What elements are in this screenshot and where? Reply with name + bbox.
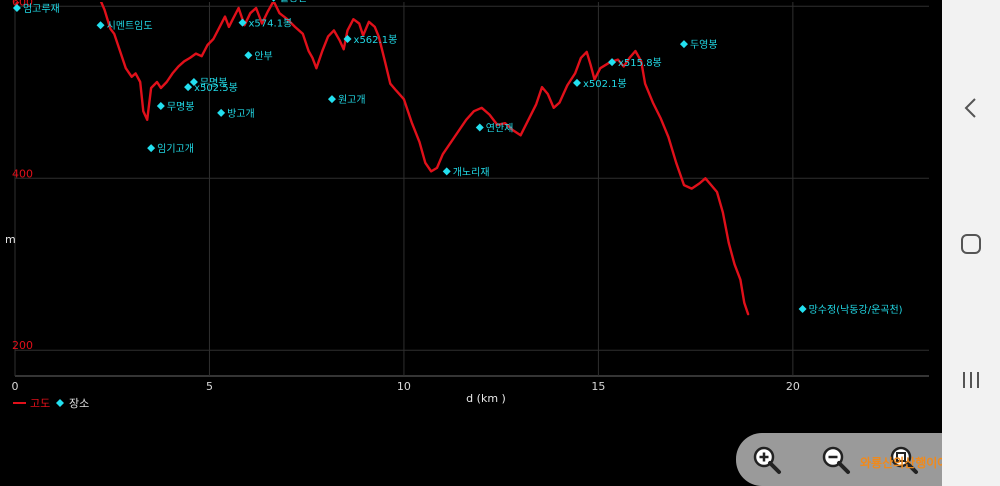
system-nav-bar [942,0,1000,486]
place-marker [442,167,451,176]
legend-marker-swatch [56,399,64,407]
x-tick-label: 5 [206,380,213,393]
place-marker [96,21,105,30]
place-marker [156,102,165,111]
place-marker [798,304,807,313]
place-marker [608,58,617,67]
place-label: 무명봉 [167,101,195,113]
zoom-controls [736,433,942,486]
zoom-in-icon [753,446,781,474]
place-label: x502.1봉 [583,78,627,90]
place-marker [343,34,352,43]
place-label: x574.1봉 [249,18,293,30]
place-label: 망수정(낙동강/운곡천) [809,304,903,316]
recents-button[interactable] [942,350,1000,410]
place-label: 엄고루재 [23,3,60,15]
elevation-series-line [15,2,750,316]
zoom-out-icon [822,446,850,474]
x-tick-label: 10 [397,380,411,393]
recents-icon [963,372,979,388]
zoom-fit-icon [890,446,918,474]
home-icon [961,234,981,254]
home-button[interactable] [942,214,1000,274]
place-marker [475,123,484,132]
zoom-fit-button[interactable] [883,439,925,481]
zoom-in-button[interactable] [746,439,788,481]
place-label: x502.5봉 [194,82,238,94]
legend-label-elevation: 고도 [30,397,50,410]
place-marker [573,78,582,87]
x-tick-label: 0 [12,380,19,393]
place-label: 방고개 [227,108,255,120]
y-tick-label: 200 [12,339,33,352]
watermark: 와룡산의산행이야기 [860,456,960,470]
place-marker [217,108,226,117]
chevron-left-icon [964,98,976,118]
place-marker [189,77,198,86]
place-marker [147,144,156,153]
place-label: 안부 [254,50,272,62]
place-label: 시멘트임도 [107,19,153,32]
place-marker [238,18,247,27]
y-axis-label: m [5,233,16,246]
place-label: 임기고개 [157,142,194,155]
place-marker [244,51,253,60]
legend-label-places: 장소 [69,397,89,410]
place-marker [327,95,336,104]
back-button[interactable] [942,78,1000,138]
place-label: 개노리재 [453,166,490,178]
x-tick-label: 20 [786,380,800,393]
place-label: 연안재 [486,123,514,135]
zoom-out-button[interactable] [815,439,857,481]
y-tick-label: 600 [12,0,33,8]
x-axis-label: d (km ) [466,392,506,405]
place-marker [12,4,21,13]
place-label: 두영봉 [690,39,718,51]
place-label: x515.8봉 [618,57,662,69]
place-label: 월앙산 [280,0,308,5]
place-label: 무명봉 [200,77,228,89]
place-marker [679,40,688,49]
y-tick-label: 400 [12,167,33,180]
place-marker [184,83,193,92]
x-tick-label: 15 [591,380,605,393]
place-label: 원고개 [338,94,366,106]
place-label: x562.1봉 [354,34,398,46]
place-marker [271,0,276,2]
